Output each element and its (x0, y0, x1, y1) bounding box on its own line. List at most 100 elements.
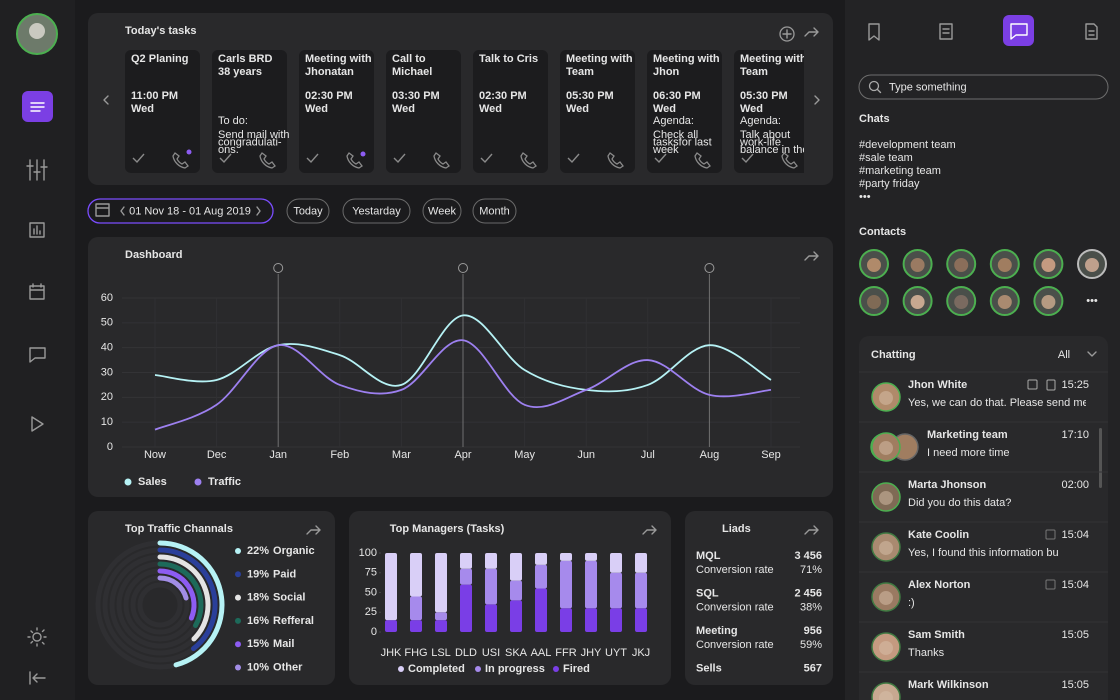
event-marker-icon[interactable] (458, 263, 468, 273)
add-task-button[interactable] (779, 26, 795, 42)
message-avatar[interactable] (871, 382, 901, 412)
date-prev (120, 206, 125, 216)
task-card-bg (647, 50, 722, 173)
message-avatar[interactable] (871, 532, 901, 562)
task-done-icon[interactable] (306, 153, 319, 164)
task-done-icon[interactable] (567, 153, 580, 164)
more-contacts[interactable]: ••• (1086, 295, 1098, 307)
task-action-icon[interactable] (520, 152, 537, 169)
task-action-icon[interactable] (259, 152, 276, 169)
open-arrow[interactable] (306, 525, 321, 535)
calendar-icon[interactable] (29, 283, 45, 300)
legend-value: 16% (247, 615, 269, 627)
period-button[interactable] (472, 198, 517, 224)
chat-tab-active[interactable] (1003, 15, 1034, 46)
task-title: Talk to Cris (479, 53, 538, 65)
x-tick-label: SKA (505, 647, 528, 659)
legend-label: In progress (485, 663, 545, 675)
task-action-icon[interactable] (607, 152, 624, 169)
message-sender[interactable]: Marta Jhonson (908, 479, 987, 491)
task-done-icon[interactable] (654, 153, 667, 164)
y-tick-label: 50 (365, 586, 377, 598)
filter-chevron[interactable] (1087, 351, 1097, 357)
message-avatar[interactable] (871, 482, 901, 512)
event-marker-icon[interactable] (704, 263, 715, 273)
task-action-icon[interactable] (172, 152, 189, 169)
task-done-icon[interactable] (132, 153, 145, 164)
task-title: Call to (392, 53, 426, 65)
messages-icon[interactable] (29, 347, 46, 363)
task-note: week (652, 144, 679, 156)
message-avatar[interactable] (871, 632, 901, 662)
period-button[interactable] (342, 198, 411, 224)
task-action-icon[interactable] (346, 152, 363, 169)
section-title: Chatting (871, 349, 916, 361)
bar-segment (560, 560, 572, 609)
channel-link[interactable]: #sale team (859, 152, 913, 164)
theme-icon[interactable] (32, 632, 42, 642)
task-done-icon[interactable] (741, 153, 754, 164)
task-done-icon[interactable] (219, 153, 232, 164)
message-avatar[interactable] (871, 582, 901, 612)
message-sender[interactable]: Mark Wilkinson (908, 679, 989, 691)
open-arrow[interactable] (642, 525, 657, 535)
event-marker-icon[interactable] (273, 263, 284, 273)
channel-link[interactable]: #marketing team (859, 165, 941, 177)
open-arrow[interactable] (804, 251, 819, 261)
attachment-icon (1027, 379, 1038, 390)
period-button[interactable] (422, 198, 462, 224)
legend-label: 15% Mail (247, 638, 294, 650)
lead-caption: Conversion rate (696, 601, 774, 613)
open-arrow[interactable] (804, 525, 819, 535)
message-sender[interactable]: Jhon White (908, 379, 967, 391)
channel-link[interactable]: #development team (859, 139, 956, 151)
task-action-icon[interactable] (694, 152, 711, 169)
next-arrow[interactable] (814, 95, 820, 105)
legend-swatch (235, 548, 241, 554)
chatting-card (859, 336, 1108, 700)
legend-label: 10% Other (247, 661, 303, 673)
message-sender[interactable]: Kate Coolin (908, 529, 969, 541)
date-range-picker[interactable] (87, 198, 274, 224)
play-icon[interactable] (31, 416, 44, 432)
x-tick-label: USI (482, 647, 500, 659)
report-icon[interactable] (29, 222, 45, 238)
task-note: work-life (739, 136, 781, 148)
message-avatar[interactable] (871, 682, 901, 700)
open-arrow[interactable] (804, 27, 819, 37)
notes-tab[interactable] (939, 23, 953, 40)
theme-rays (27, 627, 47, 647)
search-box[interactable] (858, 74, 1109, 100)
message-avatar[interactable] (870, 432, 919, 462)
bookmark-tab[interactable] (868, 23, 880, 41)
task-action-icon[interactable] (433, 152, 450, 169)
message-sender[interactable]: Marketing team (927, 429, 1008, 441)
period-button[interactable] (286, 198, 330, 224)
channel-link[interactable]: #party friday (859, 178, 920, 190)
task-day: Wed (479, 103, 502, 115)
more-channels[interactable]: ••• (859, 191, 871, 203)
prev-arrow[interactable] (103, 95, 109, 105)
legend-value: 18% (247, 592, 269, 604)
task-done-icon[interactable] (393, 153, 406, 164)
message-sender[interactable]: Sam Smith (908, 629, 965, 641)
lead-name: Sells (696, 662, 722, 674)
collapse-icon[interactable] (29, 671, 46, 685)
task-done-icon[interactable] (480, 153, 493, 164)
document-tab[interactable] (1085, 23, 1098, 40)
filters-icon[interactable] (26, 159, 48, 181)
message-sender[interactable]: Alex Norton (908, 579, 971, 591)
x-tick-label: FHG (404, 647, 427, 659)
menu-icon (30, 102, 45, 112)
task-action-icon[interactable] (781, 152, 798, 169)
task-time: 05:30 PM (740, 90, 788, 102)
chat-filter[interactable]: All (1058, 349, 1070, 361)
